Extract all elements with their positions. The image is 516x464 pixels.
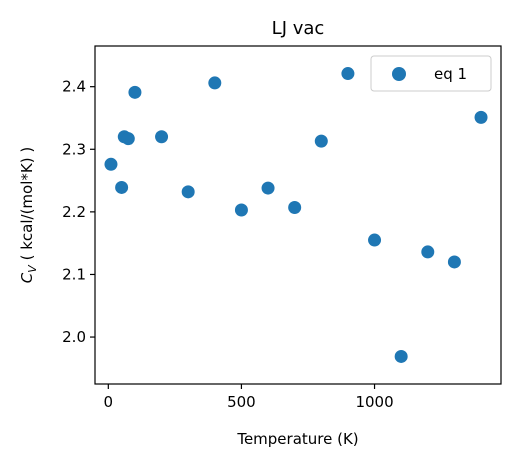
y-axis-label-main: C: [18, 272, 36, 283]
data-point: [128, 85, 142, 99]
x-tick-label-0: 0: [104, 393, 114, 411]
plot-frame: [94, 45, 502, 385]
data-point: [474, 110, 488, 124]
data-point: [181, 185, 195, 199]
y-tick-label-2.4: 2.4: [62, 78, 86, 96]
y-axis: 2.0 2.1 2.2 2.3 2.4: [62, 78, 95, 346]
x-axis: 0 500 1000: [104, 384, 394, 411]
y-axis-label: CV ( kcal/(mol*K) ): [18, 147, 39, 283]
data-point: [368, 233, 382, 247]
data-point: [155, 130, 169, 144]
y-tick-label-2.1: 2.1: [62, 265, 86, 283]
data-points: [104, 67, 488, 363]
x-axis-label: Temperature (K): [236, 430, 358, 448]
data-point: [261, 181, 275, 195]
data-point: [447, 255, 461, 269]
data-point: [341, 67, 355, 81]
y-axis-label-sub: V: [26, 264, 39, 273]
legend: eq 1: [370, 55, 492, 92]
data-point: [394, 349, 408, 363]
plot-area: [94, 45, 502, 385]
x-tick-label-500: 500: [227, 393, 256, 411]
data-point: [314, 134, 328, 148]
y-tick-label-2.0: 2.0: [62, 328, 86, 346]
legend-box: [370, 55, 492, 92]
legend-marker: [392, 67, 406, 81]
y-tick-label-2.2: 2.2: [62, 203, 86, 221]
data-point: [121, 132, 135, 146]
data-point: [115, 180, 129, 194]
data-point: [421, 245, 435, 259]
legend-label: eq 1: [434, 65, 467, 83]
data-point: [288, 200, 302, 214]
y-tick-label-2.3: 2.3: [62, 140, 86, 158]
data-point: [104, 157, 118, 171]
chart-title: LJ vac: [272, 18, 325, 39]
x-tick-label-1000: 1000: [355, 393, 393, 411]
data-point: [234, 203, 248, 217]
data-point: [208, 76, 222, 90]
y-axis-label-rest: ( kcal/(mol*K) ): [18, 147, 36, 265]
